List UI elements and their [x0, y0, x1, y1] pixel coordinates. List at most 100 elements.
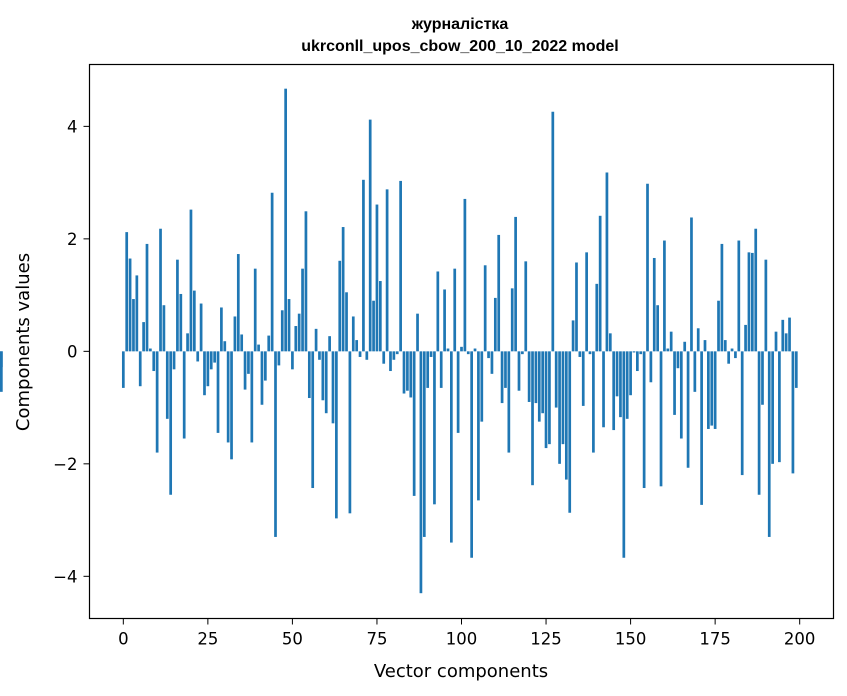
bar [149, 348, 152, 352]
bar [720, 243, 724, 352]
bar [490, 351, 494, 374]
y-tick-label: 2 [67, 230, 78, 249]
bar [683, 341, 687, 352]
bar [470, 351, 473, 558]
bar [767, 351, 771, 537]
y-tick-label: 0 [67, 342, 78, 361]
bar [351, 316, 355, 352]
bar [737, 240, 741, 352]
bar [304, 211, 308, 352]
bar [365, 351, 369, 360]
bar [121, 351, 125, 388]
bar [605, 172, 609, 352]
bar [135, 275, 139, 352]
bar [355, 340, 359, 352]
bar [703, 340, 707, 352]
bar [216, 351, 220, 433]
bar [328, 336, 331, 352]
x-axis-label: Vector components [374, 661, 548, 682]
bar [125, 232, 129, 352]
bar [446, 348, 450, 352]
bar [690, 217, 693, 352]
bar [311, 351, 315, 489]
bar [764, 259, 768, 352]
bar [615, 351, 619, 397]
bar [713, 351, 717, 429]
bar [253, 268, 257, 352]
bar [297, 313, 301, 352]
bar [663, 240, 666, 352]
bar [422, 351, 426, 537]
bar [747, 252, 751, 352]
bar [335, 351, 338, 519]
bar [453, 268, 457, 352]
bar [504, 351, 507, 388]
bar [723, 340, 727, 352]
bar [551, 111, 555, 352]
bar [585, 252, 588, 352]
bar [568, 351, 572, 513]
bar [375, 204, 379, 352]
bar [696, 328, 700, 352]
bar [480, 351, 484, 422]
bar [209, 351, 213, 370]
y-axis-label: Components values [13, 253, 34, 431]
bar [544, 351, 548, 449]
bar [324, 351, 328, 414]
plot-area-frame [88, 63, 835, 620]
bar [192, 290, 196, 352]
bar [778, 351, 781, 463]
bar [257, 344, 260, 352]
bar [128, 258, 132, 352]
bar [389, 351, 392, 372]
bar [196, 351, 200, 362]
bar [358, 351, 362, 357]
bar [754, 228, 758, 352]
bar [534, 351, 538, 404]
bar [138, 351, 142, 387]
bar [155, 351, 159, 453]
bar [740, 351, 744, 476]
bar [693, 351, 697, 392]
bar [348, 351, 352, 514]
bar [487, 351, 490, 359]
bar [301, 268, 304, 352]
bar [771, 351, 774, 464]
bar [0, 351, 3, 392]
bar [477, 351, 480, 501]
bar [707, 351, 710, 429]
bar [203, 351, 206, 396]
bar [307, 351, 311, 399]
bar [730, 348, 734, 352]
bar [152, 351, 156, 372]
bar [791, 351, 795, 474]
bar [426, 351, 430, 388]
bar [182, 351, 186, 439]
bar [734, 351, 737, 359]
bar [331, 351, 335, 424]
bar [284, 88, 287, 352]
bar [213, 351, 216, 363]
bar [537, 351, 541, 422]
bar [632, 351, 636, 353]
bar [761, 351, 764, 405]
bar [531, 351, 534, 486]
bar [483, 265, 487, 352]
bar [0, 351, 3, 368]
bar [507, 351, 511, 453]
bar [280, 310, 284, 352]
bar [433, 351, 436, 505]
bar [629, 351, 632, 396]
bar [700, 351, 703, 505]
bar [686, 351, 690, 468]
bar [554, 351, 558, 408]
bar [744, 324, 747, 352]
y-axis-ticks: −4 −2 0 2 4 [53, 117, 90, 586]
bar [450, 351, 453, 543]
bar [443, 289, 446, 352]
bar [460, 346, 463, 352]
bar [578, 351, 582, 357]
bar [500, 351, 504, 404]
bar [541, 351, 545, 414]
